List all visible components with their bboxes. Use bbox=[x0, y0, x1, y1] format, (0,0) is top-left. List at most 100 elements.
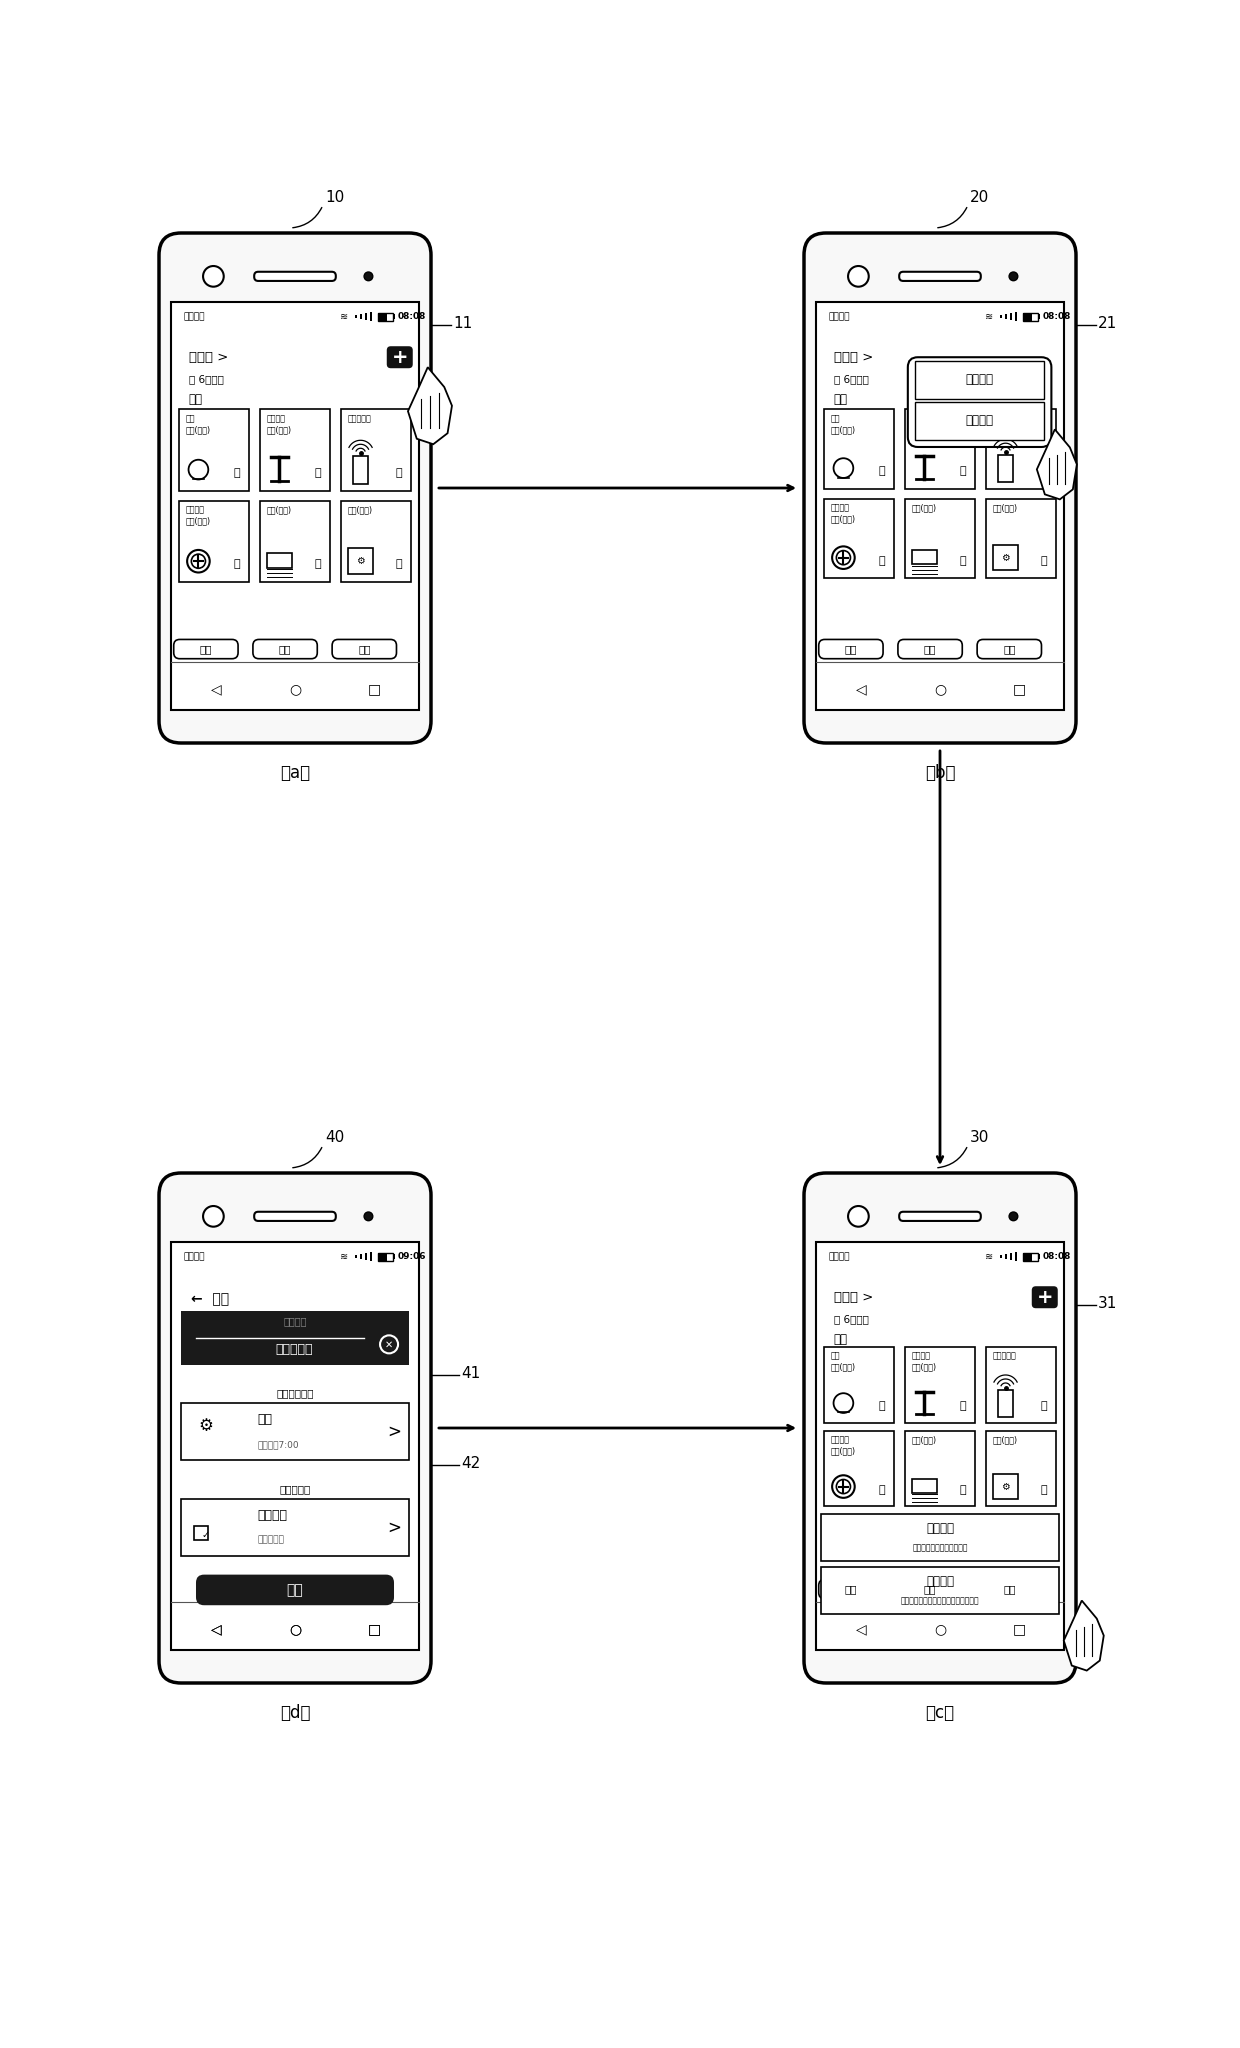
Bar bbox=[1023, 1253, 1038, 1260]
Bar bbox=[905, 410, 976, 489]
Text: 在线(客厅): 在线(客厅) bbox=[911, 504, 937, 512]
Text: 我的家 >: 我的家 > bbox=[188, 350, 228, 365]
Bar bbox=[986, 500, 1056, 578]
Text: ⏻: ⏻ bbox=[314, 467, 321, 477]
Bar bbox=[377, 313, 387, 322]
FancyBboxPatch shape bbox=[254, 1212, 336, 1221]
Text: 如果满足条件: 如果满足条件 bbox=[277, 1389, 314, 1399]
Text: 书写台灯
关闭(书房): 书写台灯 关闭(书房) bbox=[911, 414, 937, 434]
Bar bbox=[179, 502, 249, 582]
Text: ⏻: ⏻ bbox=[960, 555, 966, 565]
Text: 42: 42 bbox=[461, 1456, 480, 1470]
Text: 设备: 设备 bbox=[188, 393, 202, 406]
Text: 家居: 家居 bbox=[844, 643, 857, 653]
Bar bbox=[1004, 313, 1007, 319]
Bar bbox=[377, 1253, 393, 1260]
Text: 家居: 家居 bbox=[844, 1583, 857, 1593]
Text: ○: ○ bbox=[289, 1622, 301, 1636]
Circle shape bbox=[832, 1475, 854, 1497]
Bar bbox=[370, 1251, 372, 1262]
Text: 智能插座
关闭(客厅): 智能插座 关闭(客厅) bbox=[831, 504, 856, 524]
Bar bbox=[915, 401, 1044, 440]
Bar bbox=[1014, 311, 1017, 322]
Text: ⏻: ⏻ bbox=[878, 467, 885, 477]
Bar bbox=[1009, 1253, 1012, 1260]
FancyBboxPatch shape bbox=[977, 639, 1042, 659]
Text: 家居: 家居 bbox=[200, 643, 212, 653]
Text: 40: 40 bbox=[325, 1130, 345, 1145]
Text: □: □ bbox=[1013, 682, 1025, 696]
Bar bbox=[365, 313, 367, 319]
Text: 🔲 6个设备: 🔲 6个设备 bbox=[833, 375, 868, 385]
Text: 人体感应器: 人体感应器 bbox=[348, 414, 372, 424]
Text: ◁: ◁ bbox=[856, 1622, 866, 1636]
Text: 关闭(客厅): 关闭(客厅) bbox=[993, 504, 1018, 512]
Bar bbox=[1004, 1253, 1007, 1260]
Bar bbox=[1038, 313, 1040, 319]
FancyBboxPatch shape bbox=[898, 639, 962, 659]
Bar bbox=[821, 1513, 1059, 1561]
Bar bbox=[181, 1403, 409, 1460]
Text: ○: ○ bbox=[934, 1622, 946, 1636]
Text: 09:06: 09:06 bbox=[398, 1251, 427, 1262]
Bar bbox=[823, 1348, 894, 1423]
Circle shape bbox=[836, 551, 851, 565]
Polygon shape bbox=[408, 367, 451, 444]
Text: 人体感应器: 人体感应器 bbox=[993, 414, 1017, 424]
Bar bbox=[171, 301, 419, 711]
FancyBboxPatch shape bbox=[899, 1212, 981, 1221]
Text: ⏻: ⏻ bbox=[960, 467, 966, 477]
Bar bbox=[377, 313, 393, 322]
Bar bbox=[905, 1432, 976, 1505]
Text: 08:08: 08:08 bbox=[1043, 1251, 1071, 1262]
Circle shape bbox=[832, 547, 854, 569]
Text: ←  创建: ← 创建 bbox=[191, 1292, 229, 1307]
Bar bbox=[905, 500, 976, 578]
Text: 如打开窗帘: 如打开窗帘 bbox=[258, 1536, 285, 1544]
Bar bbox=[259, 502, 330, 582]
Text: ⏻: ⏻ bbox=[1040, 467, 1047, 477]
Circle shape bbox=[365, 1212, 373, 1221]
Text: ⏻: ⏻ bbox=[878, 555, 885, 565]
Text: □: □ bbox=[1013, 1622, 1025, 1636]
Text: 41: 41 bbox=[461, 1366, 480, 1380]
Text: 启用后达到触发条件自动执行智能任务: 启用后达到触发条件自动执行智能任务 bbox=[900, 1595, 980, 1606]
Bar bbox=[823, 500, 894, 578]
Text: ◁: ◁ bbox=[856, 682, 866, 696]
FancyBboxPatch shape bbox=[332, 639, 397, 659]
FancyBboxPatch shape bbox=[1032, 1286, 1058, 1309]
Bar bbox=[341, 502, 412, 582]
Circle shape bbox=[203, 266, 223, 287]
Bar bbox=[986, 410, 1056, 489]
Text: ◁: ◁ bbox=[211, 1622, 221, 1636]
Text: ○: ○ bbox=[289, 682, 301, 696]
Text: 完成: 完成 bbox=[286, 1583, 304, 1597]
FancyBboxPatch shape bbox=[387, 346, 413, 369]
FancyBboxPatch shape bbox=[254, 272, 336, 281]
Bar bbox=[393, 1253, 396, 1260]
Text: □: □ bbox=[367, 1622, 381, 1636]
Text: 人来时开灯: 人来时开灯 bbox=[275, 1343, 312, 1356]
Text: 智能编排: 智能编排 bbox=[926, 1575, 954, 1587]
Text: □: □ bbox=[367, 1622, 381, 1636]
Text: （c）: （c） bbox=[925, 1704, 955, 1722]
Bar bbox=[1023, 313, 1032, 322]
Text: ≋: ≋ bbox=[986, 311, 993, 322]
Polygon shape bbox=[1064, 1602, 1104, 1671]
Bar bbox=[821, 1567, 1059, 1614]
Text: 智能: 智能 bbox=[924, 643, 936, 653]
Text: +: + bbox=[392, 348, 408, 367]
Circle shape bbox=[187, 551, 210, 573]
Bar bbox=[377, 1253, 387, 1260]
Text: ✕: ✕ bbox=[384, 1339, 393, 1350]
Text: ⏻: ⏻ bbox=[1040, 1485, 1047, 1495]
Bar bbox=[355, 315, 357, 317]
FancyBboxPatch shape bbox=[977, 1579, 1042, 1599]
Bar bbox=[823, 1432, 894, 1505]
Text: （b）: （b） bbox=[925, 764, 955, 782]
Bar bbox=[348, 549, 373, 573]
Text: 我的: 我的 bbox=[1003, 1583, 1016, 1593]
Bar bbox=[993, 545, 1018, 571]
Text: ≋: ≋ bbox=[341, 311, 348, 322]
Text: 在线(客厅): 在线(客厅) bbox=[911, 1436, 937, 1444]
